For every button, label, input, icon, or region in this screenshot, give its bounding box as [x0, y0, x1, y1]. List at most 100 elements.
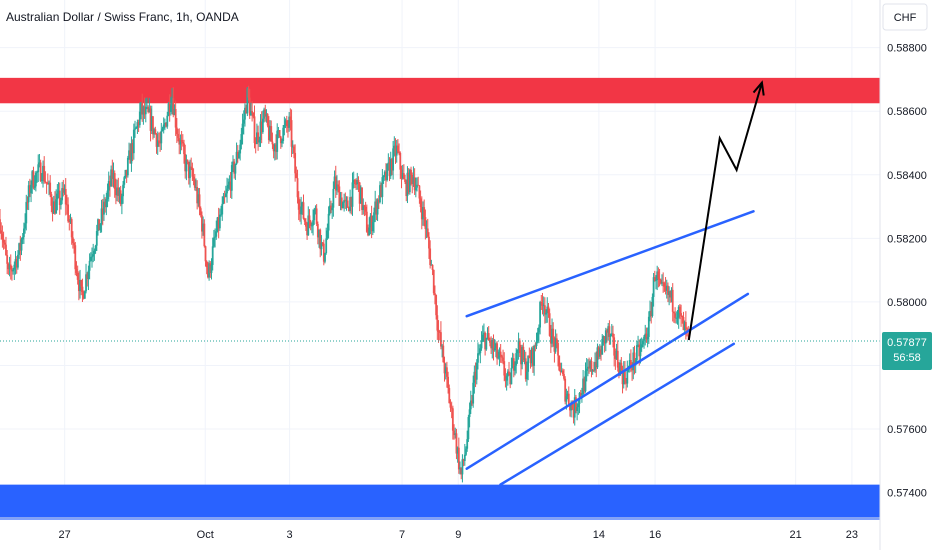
candle-body [659, 279, 662, 284]
candle-body [345, 200, 348, 202]
candle-body [536, 332, 539, 342]
candle-body [608, 326, 611, 337]
candle-body [146, 106, 148, 108]
candle-body [419, 198, 422, 207]
candle-body [442, 345, 445, 363]
candle-body [609, 334, 612, 337]
candle-body [389, 158, 392, 177]
candle-body [321, 242, 324, 244]
candle-body [70, 219, 73, 238]
channel-lower-line[interactable] [499, 342, 736, 486]
candle-body [250, 111, 252, 116]
candle-body [293, 146, 295, 153]
candle-body [402, 173, 405, 180]
candle-body [485, 337, 488, 350]
candle-body [486, 333, 489, 338]
candle-body [247, 88, 250, 98]
price-scale-panel[interactable] [880, 0, 932, 550]
candle-body [423, 207, 426, 218]
y-tick-label: 0.58600 [887, 106, 927, 118]
candle-body [645, 333, 648, 340]
candle-body [273, 144, 276, 152]
candle-body [412, 177, 415, 184]
candle-body [361, 187, 363, 211]
candle-body [113, 173, 116, 189]
candle-body [686, 328, 688, 330]
candle-body [154, 129, 157, 135]
candle-body [391, 158, 393, 171]
candle-body [26, 201, 29, 203]
candle-body [98, 219, 101, 231]
candle-body [405, 182, 408, 197]
candle-body [560, 370, 563, 373]
candle-body [637, 344, 639, 346]
candle-body [505, 376, 508, 381]
candle-body [7, 263, 10, 270]
candle-body [537, 327, 540, 333]
candle-body [646, 336, 649, 340]
candle-body [373, 212, 375, 223]
candle-body [64, 189, 67, 205]
candle-body [340, 197, 343, 209]
candle-body [491, 339, 494, 349]
candle-body [199, 208, 202, 216]
candle-body [358, 182, 361, 204]
candle-body [68, 221, 71, 223]
candle-body [161, 128, 164, 131]
candle-body [655, 280, 657, 281]
candle-body [516, 349, 519, 354]
candle-body [534, 345, 537, 347]
current-price-label: 0.57877 56:58 [882, 331, 932, 370]
candle-body [484, 332, 487, 350]
candle-body [256, 132, 258, 145]
candle-body [434, 293, 436, 296]
candle-body [13, 264, 16, 270]
candle-body [511, 358, 514, 368]
candle-body [346, 200, 349, 208]
candle-body [454, 433, 457, 436]
drawings[interactable] [465, 80, 765, 486]
symbol-title: Australian Dollar / Swiss Franc, 1h, OAN… [6, 10, 239, 24]
candle-body [615, 350, 618, 359]
candle-body [618, 367, 620, 376]
candle-body [681, 315, 684, 317]
candle-body [554, 338, 557, 352]
time-axis[interactable]: 27 Oct 3 7 9 14 16 21 23 [59, 529, 858, 541]
candle-body [83, 291, 86, 299]
candle-body [129, 150, 132, 164]
y-tick-label: 0.58200 [887, 233, 927, 245]
candle-body [457, 447, 460, 470]
channel-middle-line[interactable] [465, 292, 750, 470]
candle-body [671, 289, 674, 312]
candle-body [494, 343, 497, 349]
candle-body [132, 129, 135, 154]
candle-body [79, 280, 81, 292]
candle-body [252, 112, 255, 117]
x-tick-label: 9 [455, 529, 461, 541]
candle-body [585, 368, 588, 371]
candle-body [657, 271, 660, 280]
support-zone[interactable] [0, 484, 880, 520]
candle-body [234, 164, 237, 174]
candle-body [197, 194, 200, 204]
candle-body [39, 162, 42, 182]
candle-body [325, 238, 328, 254]
candle-body [465, 448, 467, 455]
currency-button[interactable]: CHF [882, 3, 928, 31]
candle-body [130, 143, 133, 164]
candle-body [530, 348, 533, 364]
candle-body [28, 185, 31, 194]
candle-body [450, 407, 453, 409]
candle-body [460, 467, 463, 475]
y-tick-label: 0.57600 [887, 424, 927, 436]
candle-body [416, 184, 418, 188]
resistance-zone[interactable] [0, 77, 880, 104]
candle-body [542, 305, 545, 307]
projection-path[interactable] [687, 82, 763, 341]
candle-body [320, 242, 323, 250]
candle-body [473, 371, 476, 383]
candle-body [118, 190, 121, 196]
candle-body [638, 344, 641, 357]
